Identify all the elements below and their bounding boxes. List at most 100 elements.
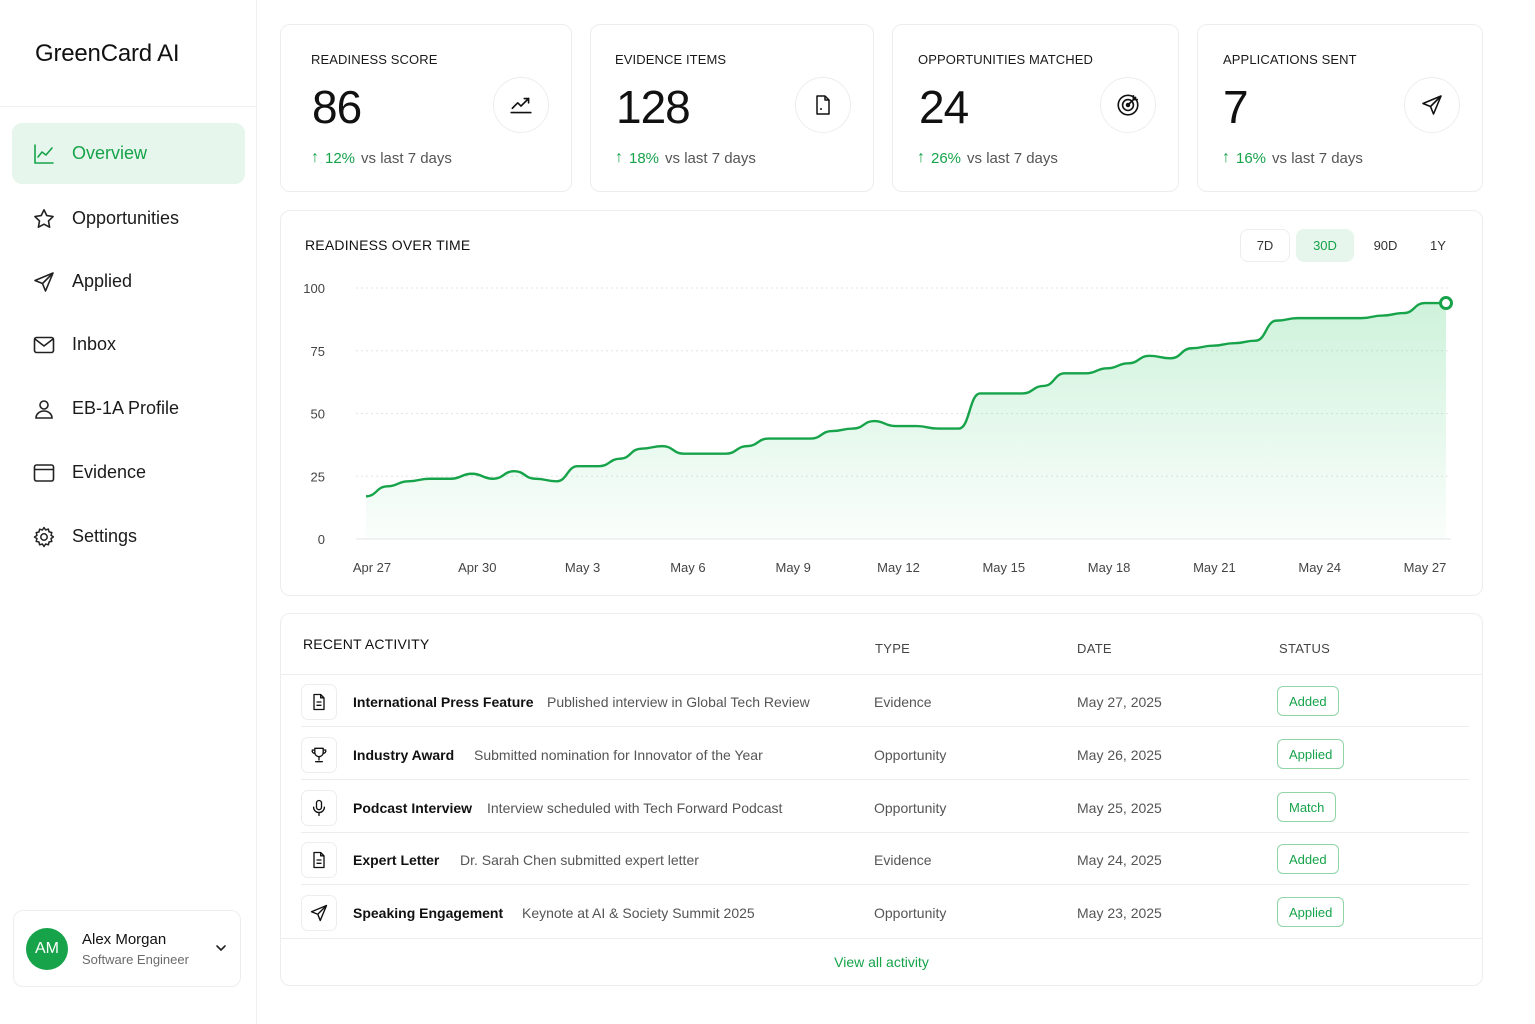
stat-change-text: vs last 7 days [361,149,452,167]
stat-change: ↑ 12% vs last 7 days [311,149,452,167]
sidebar-item-label: Settings [72,526,138,546]
x-tick-label: May 3 [565,560,600,575]
y-tick-label: 100 [303,281,325,296]
user-icon [32,397,56,421]
stat-value: 7 [1223,81,1249,133]
x-tick-label: Apr 27 [353,560,391,575]
activity-date: May 26, 2025 [1077,747,1162,763]
view-all-activity-link[interactable]: View all activity [834,954,929,970]
stat-card-evidence: EVIDENCE ITEMS 128 ↑ 18% vs last 7 days [590,24,874,192]
readiness-chart-panel: READINESS OVER TIME 7D 30D 90D 1Y 0 25 50 7… [280,210,1483,596]
column-header-date: DATE [1077,641,1112,656]
activity-type: Opportunity [874,800,947,816]
activity-title-cell: Expert Letter [353,852,440,868]
chart-title: READINESS OVER TIME [305,237,471,253]
x-tick-label: Apr 30 [458,560,496,575]
stat-title: READINESS SCORE [311,52,438,67]
x-tick-label: May 9 [775,560,810,575]
stat-title: OPPORTUNITIES MATCHED [918,52,1093,67]
document-icon [301,842,337,878]
x-tick-label: May 21 [1193,560,1236,575]
sidebar-item-applied[interactable]: Applied [12,251,245,312]
sidebar-item-settings[interactable]: Settings [12,506,245,567]
recent-activity-panel: RECENT ACTIVITY TYPE DATE STATUS Interna… [280,613,1483,986]
series-area [366,303,1446,539]
folder-icon [32,461,56,485]
table-row[interactable]: Industry Award Submitted nomination for … [301,728,1469,780]
gear-icon [32,525,56,549]
stat-change: ↑ 18% vs last 7 days [615,149,756,167]
mail-icon [32,333,56,357]
x-tick-label: May 24 [1298,560,1341,575]
status-badge: Added [1277,686,1339,716]
trophy-icon [301,737,337,773]
send-icon [301,895,337,931]
sidebar: GreenCard AI Overview Opportunities Appl… [0,0,257,1024]
activity-date: May 25, 2025 [1077,800,1162,816]
activity-description: Dr. Sarah Chen submitted expert letter [460,852,699,868]
chevron-down-icon[interactable] [214,941,228,960]
user-menu[interactable]: AM Alex Morgan Software Engineer [13,910,241,987]
status-badge: Applied [1277,897,1345,927]
y-tick-label: 50 [311,407,325,422]
readiness-chart: 0 25 50 75 100 Apr 27 Apr 30 May 3 May 6 May 9 May… [303,281,1453,575]
stat-value: 24 [919,81,969,133]
range-button-1y[interactable]: 1Y [1430,238,1446,253]
star-icon [32,207,56,231]
sidebar-item-evidence[interactable]: Evidence [12,442,245,503]
activity-title-cell: Industry Award [353,747,455,763]
app-logo[interactable]: GreenCard AI [35,40,180,67]
stat-change: ↑ 26% vs last 7 days [917,149,1058,167]
stat-value: 128 [616,81,691,133]
x-tick-label: May 6 [670,560,705,575]
activity-description: Submitted nomination for Innovator of th… [474,747,763,763]
footer-divider [281,938,1482,939]
table-row[interactable]: Speaking Engagement Keynote at AI & Soci… [301,886,1469,938]
range-button-90d[interactable]: 90D [1373,238,1398,253]
activity-description: Keynote at AI & Society Summit 2025 [522,905,755,921]
activity-description: Interview scheduled with Tech Forward Po… [487,800,783,816]
activity-date: May 23, 2025 [1077,905,1162,921]
activity-title: RECENT ACTIVITY [303,636,430,652]
x-tick-label: May 15 [982,560,1025,575]
activity-title-cell: Podcast Interview [353,800,473,816]
activity-date: May 27, 2025 [1077,694,1162,710]
sidebar-item-eb1a-profile[interactable]: EB-1A Profile [12,378,245,439]
range-button-30d[interactable]: 30D [1296,229,1354,262]
activity-title-cell: International Press Feature [353,694,534,710]
stat-title: EVIDENCE ITEMS [615,52,727,67]
stat-change-percent: 18% [629,149,660,167]
sidebar-item-label: Overview [72,143,148,163]
chart-line-icon [32,142,56,166]
status-badge: Match [1277,792,1337,822]
activity-type: Evidence [874,852,932,868]
y-tick-label: 75 [311,344,325,359]
stat-title: APPLICATIONS SENT [1223,52,1357,67]
target-icon [1100,77,1156,133]
table-row[interactable]: International Press Feature Published in… [301,675,1469,727]
status-badge: Applied [1277,739,1345,769]
activity-description: Published interview in Global Tech Revie… [547,694,810,710]
sidebar-item-overview[interactable]: Overview [12,123,245,184]
x-tick-label: May 18 [1088,560,1131,575]
trend-icon [493,77,549,133]
table-row[interactable]: Expert Letter Dr. Sarah Chen submitted e… [301,833,1469,885]
stat-card-opportunities: OPPORTUNITIES MATCHED 24 ↑ 26% vs last 7… [892,24,1179,192]
range-button-7d[interactable]: 7D [1240,229,1290,262]
sidebar-item-opportunities[interactable]: Opportunities [12,188,245,249]
activity-type: Evidence [874,694,932,710]
sidebar-item-label: Opportunities [72,208,180,228]
stat-change-percent: 16% [1236,149,1267,167]
series-line [365,301,1446,498]
avatar: AM [26,927,68,970]
arrow-up-icon: ↑ [311,149,319,166]
sidebar-item-label: Evidence [72,462,147,482]
stat-change-text: vs last 7 days [665,149,756,167]
sidebar-item-inbox[interactable]: Inbox [12,314,245,375]
table-row[interactable]: Podcast Interview Interview scheduled wi… [301,781,1469,833]
y-tick-label: 0 [318,532,325,547]
arrow-up-icon: ↑ [615,149,623,166]
activity-title-cell: Speaking Engagement [353,905,504,921]
column-header-status: STATUS [1279,641,1331,656]
x-tick-label: May 27 [1404,560,1447,575]
